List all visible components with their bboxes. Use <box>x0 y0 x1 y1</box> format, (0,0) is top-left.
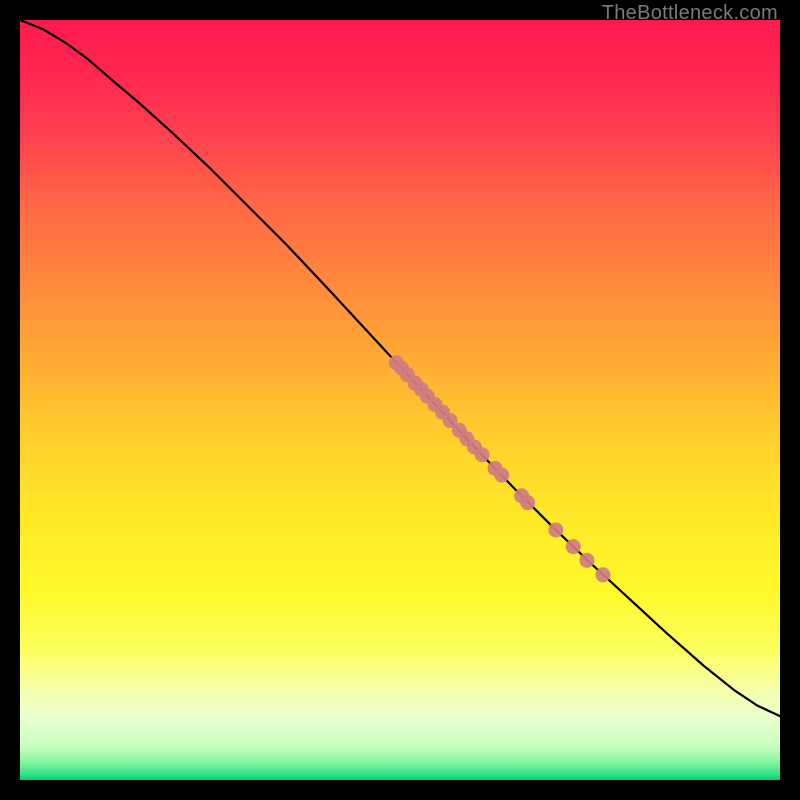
curve-marker <box>520 495 535 510</box>
curve-marker <box>579 553 594 568</box>
curve-marker <box>595 567 610 582</box>
curve-marker <box>566 539 581 554</box>
watermark-text: TheBottleneck.com <box>602 2 778 25</box>
curve-marker <box>475 447 490 462</box>
chart-frame: TheBottleneck.com <box>0 0 800 800</box>
curve-marker <box>548 522 563 537</box>
curve-marker <box>494 468 509 483</box>
gradient-background <box>20 20 780 780</box>
chart-canvas <box>0 0 800 800</box>
